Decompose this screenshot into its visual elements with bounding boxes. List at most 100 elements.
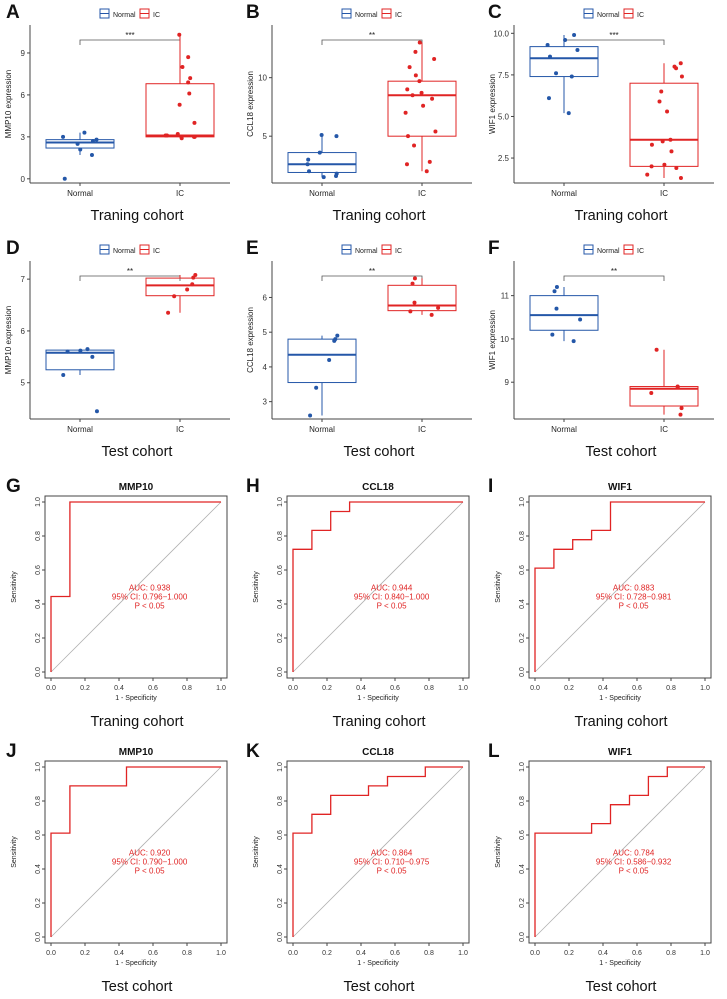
data-point: [550, 332, 555, 337]
p-value-label: P < 0.05: [377, 866, 407, 875]
y-tick-label: 3: [263, 398, 268, 407]
data-point: [554, 306, 559, 311]
y-axis-label: Sensitivity: [253, 571, 260, 603]
data-point: [571, 339, 576, 344]
panel-letter: A: [6, 2, 20, 23]
data-point: [177, 102, 182, 107]
y-tick-label: 3: [21, 133, 26, 142]
y-tick-label: 5.0: [498, 112, 510, 121]
x-tick-label: 0.8: [666, 950, 676, 957]
y-tick-label: 0.8: [35, 796, 42, 806]
data-point: [90, 139, 95, 144]
x-tick-label: 0.4: [356, 950, 366, 957]
data-point: [668, 137, 673, 142]
y-tick-label: 0.2: [519, 898, 526, 908]
panel-letter: B: [246, 2, 260, 23]
panel-i: I WIF1 0.0 0.0 0.2 0.2 0.4 0.4 0.6 0.6 0.8 0.8 1.0 1…: [484, 472, 727, 734]
x-tick-label: 0.8: [182, 685, 192, 692]
legend-ic-label: IC: [395, 12, 402, 19]
y-tick-label: 1.0: [35, 762, 42, 772]
data-point: [85, 347, 90, 352]
roc-chart: WIF1 0.0 0.0 0.2 0.2 0.4 0.4 0.6 0.6 0.8 0.8 1.0 1.0…: [495, 747, 712, 967]
x-axis-label: 1 - Specificity: [115, 695, 157, 702]
x-axis-label: 1 - Specificity: [357, 695, 399, 702]
y-tick-label: 5: [21, 379, 26, 388]
data-point: [674, 166, 679, 171]
y-axis-label: MMP10 expression: [4, 306, 13, 374]
data-point: [164, 133, 169, 138]
panel-letter: F: [488, 238, 500, 259]
roc-title: MMP10: [119, 747, 154, 758]
data-point: [552, 289, 557, 294]
y-tick-label: 9: [505, 378, 510, 387]
y-tick-label: 4: [263, 363, 268, 372]
y-tick-label: 10: [500, 335, 509, 344]
significance-label: **: [369, 31, 375, 40]
data-point: [321, 175, 326, 180]
roc-curve: [534, 766, 705, 937]
data-point: [317, 150, 322, 155]
y-tick-label: 0.4: [277, 599, 284, 609]
data-point: [65, 349, 70, 354]
x-tick-label: 0.6: [390, 950, 400, 957]
panel-letter: D: [6, 238, 20, 259]
panel-j: J MMP10 0.0 0.0 0.2 0.2 0.4 0.4 0.6 0.6 0.8 0.8 1.0…: [0, 737, 242, 999]
y-tick-label: 0.8: [519, 796, 526, 806]
panel-letter: C: [488, 2, 502, 23]
data-point: [75, 141, 80, 146]
data-point: [660, 139, 665, 144]
data-point: [572, 32, 577, 37]
cohort-label: Traning cohort: [574, 208, 668, 224]
data-point: [314, 385, 319, 390]
data-point: [429, 312, 434, 317]
data-point: [306, 157, 311, 162]
auc-label: AUC: 0.784: [613, 848, 655, 857]
data-point: [406, 134, 411, 139]
panel-k: K CCL18 0.0 0.0 0.2 0.2 0.4 0.4 0.6 0.6 0.8 0.8 1.0…: [242, 737, 484, 999]
x-tick-label: 1.0: [458, 950, 468, 957]
x-tick-label: 0.6: [148, 685, 158, 692]
y-tick-label: 7: [21, 275, 26, 284]
boxplot-chart: Normal IC ** 9 10 11 WIF1 expression Normal IC: [488, 244, 714, 434]
p-value-label: P < 0.05: [619, 866, 649, 875]
data-point: [669, 149, 674, 154]
cohort-label: Traning cohort: [574, 714, 668, 730]
data-point: [563, 37, 568, 42]
cohort-label: Test cohort: [585, 444, 657, 460]
plot-frame: [286, 760, 470, 944]
y-axis-label: WIF1 expression: [488, 310, 497, 370]
auc-label: AUC: 0.944: [371, 583, 413, 592]
data-point: [404, 162, 409, 167]
x-tick-label: 0.2: [322, 950, 332, 957]
y-tick-label: 1.0: [277, 762, 284, 772]
data-point: [334, 134, 339, 139]
y-tick-label: 0.6: [277, 565, 284, 575]
legend-ic-label: IC: [153, 12, 160, 19]
data-point: [412, 300, 417, 305]
x-tick-label: Normal: [551, 189, 577, 198]
significance-label: **: [127, 267, 133, 276]
roc-chart: CCL18 0.0 0.0 0.2 0.2 0.4 0.4 0.6 0.6 0.8 0.8 1.0 1.…: [253, 747, 470, 967]
boxplot-chart: Normal IC ** 5 6 7 MMP10 expression Normal IC: [4, 244, 230, 434]
x-tick-label: IC: [660, 425, 668, 434]
significance-bracket: [321, 39, 423, 45]
panel-letter: K: [246, 741, 260, 762]
x-tick-label: 0.0: [530, 685, 540, 692]
roc-title: WIF1: [608, 482, 632, 493]
auc-label: AUC: 0.864: [371, 848, 413, 857]
y-tick-label: 1.0: [277, 497, 284, 507]
data-point: [672, 64, 677, 69]
data-point: [578, 317, 583, 322]
data-point: [410, 281, 415, 286]
x-tick-label: 0.4: [114, 685, 124, 692]
x-tick-label: 0.2: [564, 950, 574, 957]
roc-curve: [50, 501, 221, 672]
cohort-label: Traning cohort: [90, 208, 184, 224]
panel-a: A Normal IC *** 0 3 6 9 MMP10 expression Normal I…: [0, 0, 242, 232]
x-tick-label: Normal: [309, 189, 335, 198]
y-tick-label: 0.4: [277, 864, 284, 874]
data-point: [430, 96, 435, 101]
data-point: [94, 137, 99, 142]
y-tick-label: 0.4: [35, 599, 42, 609]
legend-ic-label: IC: [153, 248, 160, 255]
